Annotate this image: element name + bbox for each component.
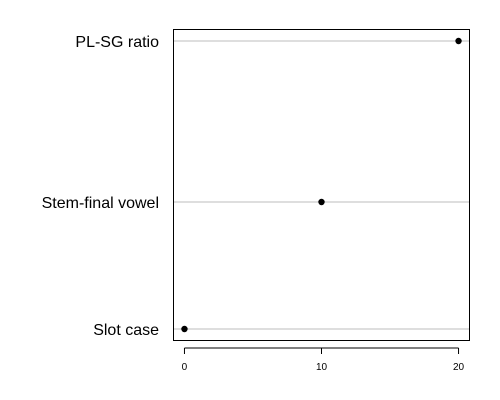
category-label-stem-final-vowel: Stem-final vowel [42,195,159,212]
plot-frame [173,29,470,341]
gridlines [173,40,470,330]
data-point-slot-case [181,325,188,333]
category-label-slot-case: Slot case [93,322,159,339]
x-tick-label-20: 20 [453,362,465,373]
data-points [181,37,462,333]
x-tick-label-10: 10 [316,362,328,373]
x-tick-label-0: 0 [182,362,188,373]
x-axis: 0 10 20 [182,347,465,373]
data-point-pl-sg-ratio [455,37,462,45]
category-labels: Slot case Stem-final vowel PL-SG ratio [42,34,159,339]
category-label-pl-sg-ratio: PL-SG ratio [75,34,159,51]
data-point-stem-final-vowel [318,198,325,206]
